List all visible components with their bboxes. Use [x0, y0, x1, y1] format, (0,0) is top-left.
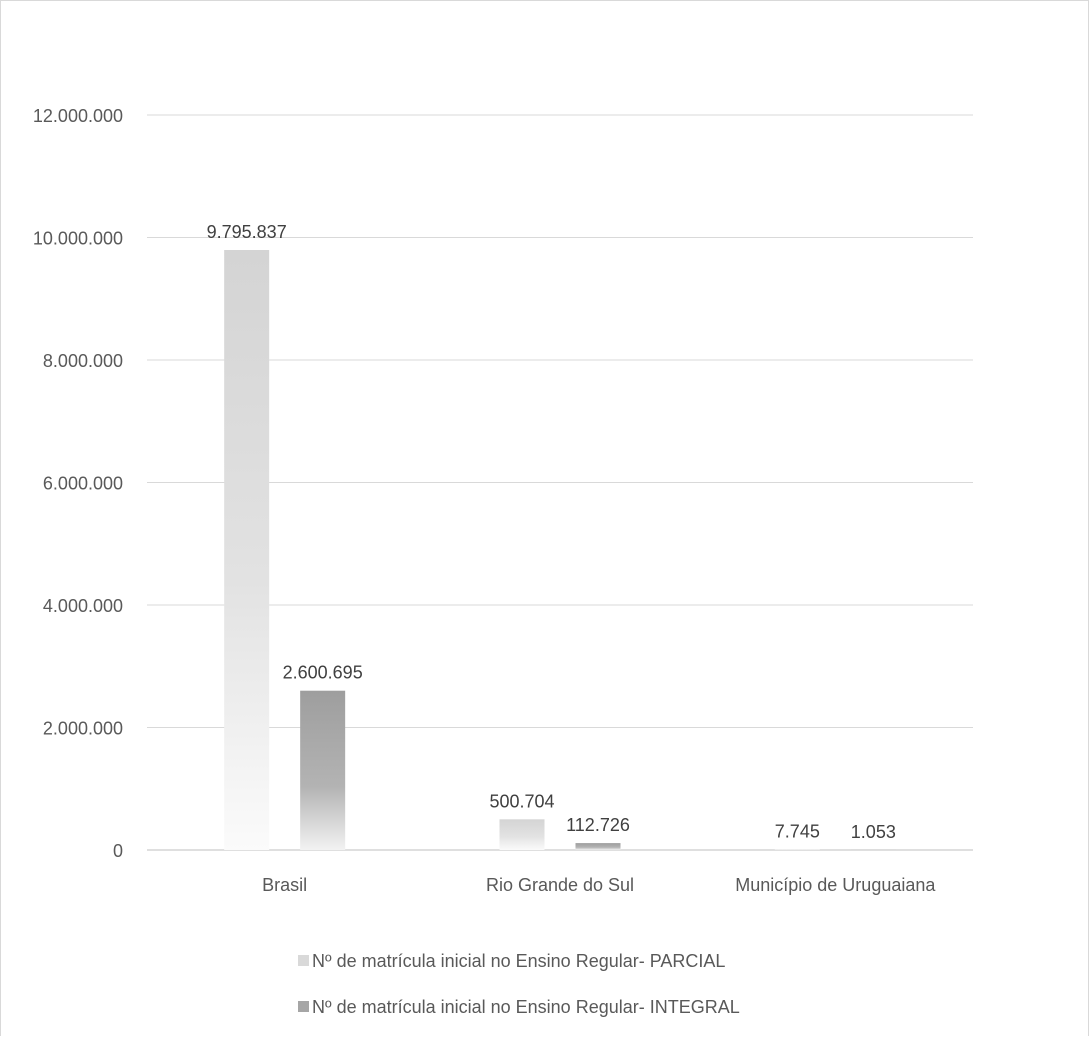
y-tick-label: 12.000.000 — [33, 106, 123, 126]
data-label: 2.600.695 — [283, 663, 363, 683]
data-label: 1.053 — [851, 822, 896, 842]
bar — [300, 691, 345, 850]
bar — [500, 819, 545, 850]
y-tick-label: 10.000.000 — [33, 229, 123, 249]
y-tick-label: 0 — [113, 841, 123, 861]
y-tick-label: 2.000.000 — [43, 719, 123, 739]
data-label: 9.795.837 — [207, 222, 287, 242]
legend: Nº de matrícula inicial no Ensino Regula… — [298, 951, 740, 1017]
y-axis-tick-labels: 0 2.000.000 4.000.000 6.000.000 8.000.000 10.… — [33, 106, 123, 861]
legend-label: Nº de matrícula inicial no Ensino Regula… — [312, 951, 725, 971]
bar — [224, 250, 269, 850]
data-label: 112.726 — [566, 815, 630, 835]
legend-swatch — [298, 1001, 309, 1012]
bars — [224, 250, 896, 850]
x-axis-category-labels: Brasil Rio Grande do Sul Município de Urug… — [262, 875, 936, 895]
category-label: Rio Grande do Sul — [486, 875, 634, 895]
y-tick-label: 6.000.000 — [43, 474, 123, 494]
y-tick-label: 4.000.000 — [43, 596, 123, 616]
data-label: 7.745 — [775, 822, 820, 842]
bar — [576, 843, 621, 850]
data-label: 500.704 — [489, 791, 554, 811]
category-label: Brasil — [262, 875, 307, 895]
legend-label: Nº de matrícula inicial no Ensino Regula… — [312, 997, 740, 1017]
legend-swatch — [298, 955, 309, 966]
category-label: Município de Uruguaiana — [735, 875, 936, 895]
y-tick-label: 8.000.000 — [43, 351, 123, 371]
